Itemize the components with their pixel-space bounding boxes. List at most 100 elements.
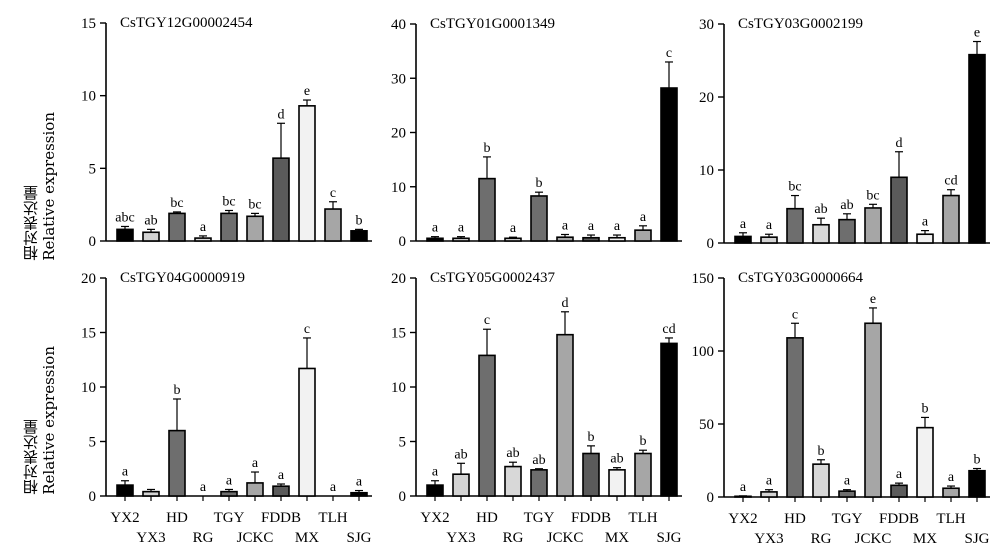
bar — [916, 426, 934, 498]
x-tick-label: RG — [193, 530, 214, 546]
y-tick-label: 100 — [692, 344, 715, 360]
significance-label: b — [922, 401, 929, 416]
x-tick-label: YX2 — [420, 510, 449, 526]
chart-panel-5: 0 5 10 15 20 CsTGY05G0002437 a YX2 ab YX3 c HD ab RG a… — [391, 270, 682, 546]
significance-label: a — [922, 215, 929, 230]
y-tick-label: 20 — [391, 271, 406, 287]
significance-label: a — [458, 221, 465, 236]
significance-label: b — [536, 176, 543, 191]
x-tick-label: FDDB — [879, 511, 919, 527]
significance-label: a — [844, 474, 851, 489]
significance-label: a — [588, 219, 595, 234]
bar — [786, 337, 804, 498]
bar — [812, 463, 830, 498]
significance-label: e — [304, 84, 310, 99]
significance-label: bc — [866, 188, 879, 203]
chart-title: CsTGY12G00002454 — [120, 15, 253, 31]
significance-label: c — [304, 322, 310, 337]
significance-label: ab — [840, 198, 853, 213]
significance-label: bc — [222, 194, 235, 209]
significance-label: ab — [814, 202, 827, 217]
significance-label: bc — [170, 196, 183, 211]
chart-title: CsTGY01G0001349 — [430, 16, 555, 32]
significance-label: d — [278, 107, 285, 122]
bar — [734, 235, 752, 244]
significance-label: ab — [506, 446, 519, 461]
significance-label: b — [974, 453, 981, 468]
x-tick-label: HD — [784, 511, 806, 527]
bar — [116, 228, 134, 242]
significance-label: c — [484, 313, 490, 328]
significance-label: a — [278, 468, 285, 483]
significance-label: e — [974, 26, 980, 41]
bar — [142, 490, 160, 497]
y-tick-label: 10 — [81, 89, 96, 105]
bar — [760, 236, 778, 244]
significance-label: a — [122, 465, 129, 480]
significance-label: a — [226, 473, 233, 488]
chart-title: CsTGY05G0002437 — [430, 270, 556, 286]
bar — [608, 469, 626, 497]
x-tick-label: JCKC — [855, 531, 892, 547]
significance-label: a — [640, 210, 647, 225]
y-tick-label: 5 — [89, 435, 97, 451]
bar — [246, 215, 264, 242]
y-tick-label: 0 — [399, 489, 407, 505]
x-tick-label: MX — [605, 530, 629, 546]
chart-title: CsTGY03G0002199 — [738, 16, 863, 32]
bar — [426, 484, 444, 497]
bar — [298, 105, 316, 242]
bar — [786, 207, 804, 244]
y-tick-label: 40 — [391, 17, 406, 33]
bar — [272, 485, 290, 497]
significance-label: abc — [115, 210, 134, 225]
bar — [272, 157, 290, 242]
significance-label: d — [896, 136, 903, 151]
significance-label: b — [588, 430, 595, 445]
x-tick-label: TLH — [628, 510, 657, 526]
bar — [530, 195, 548, 242]
bar — [760, 491, 778, 498]
x-tick-label: MX — [295, 530, 319, 546]
x-tick-label: YX3 — [446, 530, 475, 546]
x-tick-label: YX2 — [110, 510, 139, 526]
bar — [890, 484, 908, 498]
significance-label: a — [432, 221, 439, 236]
significance-label: c — [330, 186, 336, 201]
significance-label: bc — [788, 180, 801, 195]
significance-label: a — [948, 470, 955, 485]
x-tick-label: FDDB — [261, 510, 301, 526]
x-tick-label: YX3 — [136, 530, 165, 546]
bar — [194, 237, 212, 242]
bar — [504, 237, 522, 242]
y-tick-label: 10 — [391, 180, 406, 196]
y-tick-label: 15 — [391, 326, 406, 342]
y-tick-label: 30 — [391, 71, 406, 87]
y-tick-label: 15 — [81, 326, 96, 342]
chart-panel-2: 0 10 20 30 40 CsTGY01G0001349 a a b a b a a a a c — [391, 16, 682, 250]
x-tick-label: TLH — [318, 510, 347, 526]
y-tick-label: 0 — [707, 490, 715, 506]
significance-label: ab — [144, 213, 157, 228]
y-tick-label: 15 — [81, 16, 96, 32]
x-tick-label: SJG — [656, 530, 681, 546]
bar — [452, 473, 470, 497]
significance-label: a — [562, 218, 569, 233]
bar — [452, 237, 470, 242]
x-tick-label: TGY — [524, 510, 555, 526]
significance-label: cd — [944, 174, 957, 189]
bar — [556, 333, 574, 497]
bar — [838, 490, 856, 498]
bar — [324, 208, 342, 242]
x-tick-label: JCKC — [237, 530, 274, 546]
y-tick-label: 5 — [89, 161, 97, 177]
bar — [968, 469, 986, 498]
significance-label: b — [818, 444, 825, 459]
bar — [350, 230, 368, 242]
y-tick-label: 150 — [692, 271, 715, 287]
significance-label: a — [896, 467, 903, 482]
x-tick-label: HD — [476, 510, 498, 526]
significance-label: c — [792, 307, 798, 322]
bar — [968, 53, 986, 244]
bar — [634, 229, 652, 242]
